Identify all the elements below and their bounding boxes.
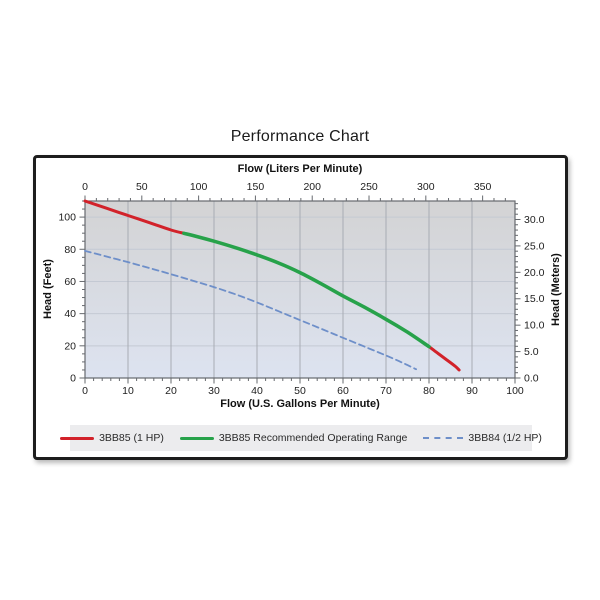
bottom-axis-title: Flow (U.S. Gallons Per Minute) — [220, 398, 380, 410]
left-axis-title: Head (Feet) — [42, 259, 54, 320]
bottom-tick-label: 100 — [506, 385, 524, 397]
bottom-tick-label: 60 — [337, 385, 349, 397]
right-tick-label: 20.0 — [524, 267, 545, 279]
chart-frame: 0 10 20 30 40 50 60 70 80 90 100 0 50 100 150 200 250 300… — [33, 155, 568, 460]
legend-item-3bb84-half-hp: 3BB84 (1/2 HP) — [423, 432, 542, 444]
bottom-tick-label: 10 — [122, 385, 134, 397]
bottom-tick-label: 20 — [165, 385, 177, 397]
bottom-tick-label: 80 — [423, 385, 435, 397]
legend-swatch-solid — [60, 436, 95, 440]
bottom-tick-label: 40 — [251, 385, 263, 397]
3bb85-1hp-curve — [83, 199, 186, 235]
right-tick-label: 25.0 — [524, 240, 545, 252]
3bb85-recommended-range-curve — [182, 231, 431, 349]
right-tick-label: 0.0 — [524, 373, 539, 385]
right-tick-label: 5.0 — [524, 346, 539, 358]
bottom-tick-label: 50 — [294, 385, 306, 397]
left-tick-label: 40 — [64, 308, 76, 320]
bottom-tick-label: 0 — [82, 385, 88, 397]
top-tick-label: 200 — [303, 181, 321, 193]
bottom-tick-label: 30 — [208, 385, 220, 397]
left-tick-label: 80 — [64, 244, 76, 256]
right-axis-title: Head (Meters) — [550, 253, 562, 326]
left-tick-label: 100 — [58, 212, 76, 224]
3bb84-half-hp-curve — [84, 250, 417, 371]
left-tick-label: 0 — [70, 373, 76, 385]
right-tick-label: 15.0 — [524, 293, 545, 305]
legend-swatch-solid — [179, 436, 214, 440]
top-axis-title: Flow (Liters Per Minute) — [237, 163, 363, 175]
right-tick-label: 10.0 — [524, 320, 545, 332]
top-tick-label: 150 — [247, 181, 265, 193]
3bb85-1hp-curve — [427, 345, 461, 372]
legend-label: 3BB85 Recommended Operating Range — [218, 432, 408, 444]
top-tick-label: 100 — [190, 181, 208, 193]
top-tick-label: 300 — [417, 181, 435, 193]
legend-swatch-dashed — [423, 437, 464, 439]
legend-item-3bb85-recommended-range: 3BB85 Recommended Operating Range — [179, 432, 408, 444]
top-tick-label: 350 — [474, 181, 492, 193]
right-tick-label: 30.0 — [524, 214, 545, 226]
bottom-tick-label: 70 — [380, 385, 392, 397]
top-tick-label: 0 — [82, 181, 88, 193]
chart-title: Performance Chart — [230, 128, 370, 145]
legend-item-3bb85-1hp: 3BB85 (1 HP) — [60, 432, 164, 444]
left-tick-label: 20 — [64, 340, 76, 352]
bottom-tick-label: 90 — [466, 385, 478, 397]
legend: 3BB85 (1 HP) 3BB85 Recommended Operating … — [60, 425, 542, 451]
top-tick-label: 250 — [360, 181, 378, 193]
legend-label: 3BB84 (1/2 HP) — [468, 432, 542, 444]
left-tick-label: 60 — [64, 276, 76, 288]
legend-label: 3BB85 (1 HP) — [99, 432, 164, 444]
top-tick-label: 50 — [136, 181, 148, 193]
